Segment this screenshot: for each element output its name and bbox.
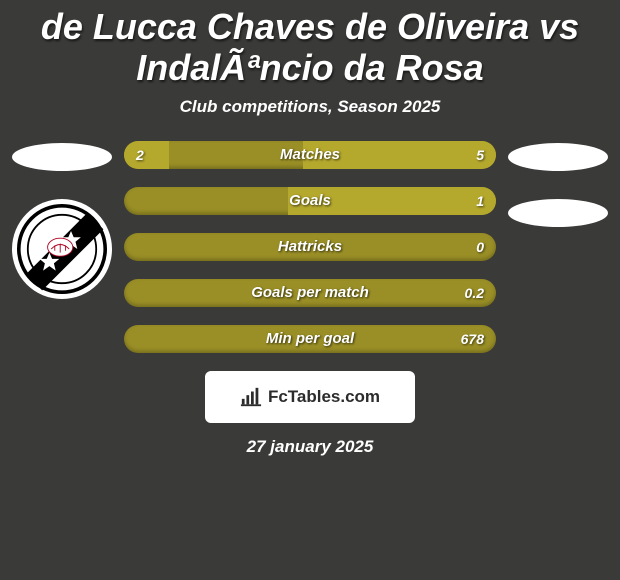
stat-row: 0Hattricks	[124, 233, 496, 261]
player-name-placeholder-right-1	[508, 143, 608, 171]
snapshot-date: 27 january 2025	[12, 437, 608, 457]
stat-row: 25Matches	[124, 141, 496, 169]
stat-label: Hattricks	[124, 233, 496, 261]
left-player-column	[12, 141, 112, 299]
page-title: de Lucca Chaves de Oliveira vs IndalÃªnc…	[12, 0, 608, 97]
comparison-card: de Lucca Chaves de Oliveira vs IndalÃªnc…	[0, 0, 620, 580]
stat-label: Min per goal	[124, 325, 496, 353]
branding-label: FcTables.com	[268, 387, 380, 407]
bar-chart-icon	[240, 386, 262, 408]
stat-row: 678Min per goal	[124, 325, 496, 353]
player-name-placeholder-right-2	[508, 199, 608, 227]
stat-bars: 25Matches 1Goals 0Hattricks 0.2Goals per ma…	[124, 141, 496, 353]
branding-badge: FcTables.com	[205, 371, 415, 423]
stat-row: 1Goals	[124, 187, 496, 215]
stat-row: 0.2Goals per match	[124, 279, 496, 307]
stat-label: Goals	[124, 187, 496, 215]
club-badge-left	[12, 199, 112, 299]
stat-label: Matches	[124, 141, 496, 169]
right-player-column	[508, 141, 608, 227]
page-subtitle: Club competitions, Season 2025	[12, 97, 608, 117]
content-area: 25Matches 1Goals 0Hattricks 0.2Goals per ma…	[12, 141, 608, 353]
vasco-crest-icon	[17, 204, 107, 294]
stat-label: Goals per match	[124, 279, 496, 307]
player-name-placeholder-left	[12, 143, 112, 171]
